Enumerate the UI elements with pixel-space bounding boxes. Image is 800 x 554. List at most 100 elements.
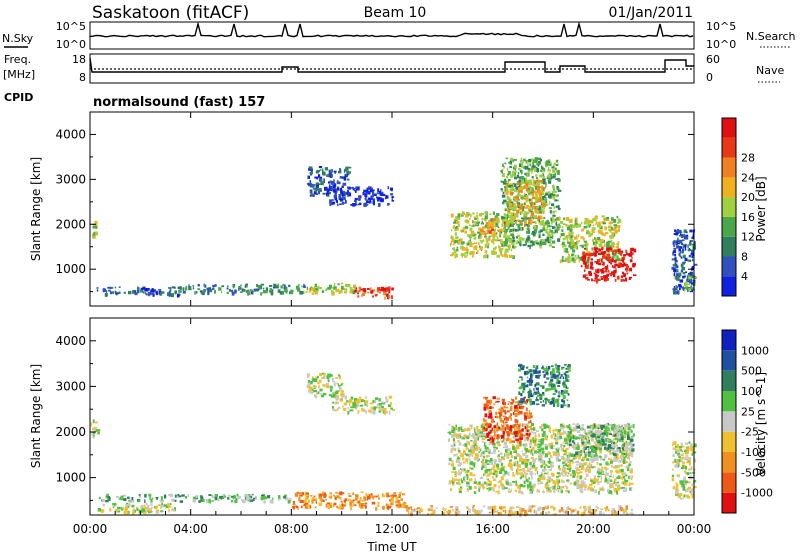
velocity-echo-cell	[499, 412, 501, 415]
power-echo-cell	[151, 288, 154, 293]
power-echo-cell	[536, 197, 538, 201]
velocity-echo-cell	[487, 506, 491, 510]
power-echo-cell	[357, 203, 360, 206]
power-echo-cell	[495, 218, 498, 220]
power-echo-cell	[334, 194, 337, 199]
velocity-echo-cell	[249, 497, 251, 500]
velocity-echo-cell	[556, 402, 560, 407]
velocity-echo-cell	[564, 467, 566, 469]
power-echo-cell	[610, 239, 613, 242]
power-echo-cell	[609, 228, 612, 233]
freq-trace	[89, 57, 694, 73]
velocity-echo-cell	[375, 495, 379, 498]
velocity-echo-cell	[529, 432, 532, 436]
power-echo-cell	[95, 232, 99, 236]
velocity-echo-cell	[593, 485, 596, 488]
power-echo-cell	[586, 232, 589, 235]
power-echo-cell	[455, 254, 457, 257]
velocity-echo-cell	[558, 474, 561, 478]
velocity-echo-cell	[527, 415, 531, 420]
velocity-echo-cell	[463, 476, 465, 480]
power-echo-cell	[554, 218, 557, 221]
velocity-echo-cell	[608, 430, 612, 434]
velocity-echo-cell	[583, 481, 586, 484]
velocity-echo-cell	[627, 452, 630, 455]
power-echo-cell	[315, 182, 319, 187]
power-echo-cell	[565, 250, 568, 253]
velocity-echo-cell	[477, 512, 481, 515]
velocity-echo-cell	[555, 441, 559, 445]
velocity-echo-cell	[526, 470, 530, 472]
velocity-echo-cell	[309, 386, 313, 390]
power-echo-cell	[684, 244, 687, 248]
velocity-echo-cell	[466, 461, 469, 465]
velocity-echo-cell	[474, 509, 476, 513]
velocity-echo-cell	[301, 492, 305, 496]
power-echo-cell	[587, 230, 591, 235]
power-echo-cell	[295, 285, 300, 290]
power-echo-cell	[492, 225, 497, 228]
date-title: 01/Jan/2011	[609, 5, 693, 21]
power-echo-cell	[387, 296, 390, 300]
velocity-echo-cell	[599, 442, 603, 445]
velocity-echo-cell	[496, 441, 500, 444]
velocity-echo-cell	[352, 499, 355, 502]
power-echo-cell	[282, 283, 285, 286]
power-echo-cell	[600, 268, 603, 272]
velocity-echo-cell	[477, 460, 479, 462]
power-echo-cell	[611, 246, 613, 250]
power-echo-cell	[674, 257, 677, 261]
power-colorbar-swatch	[722, 276, 736, 296]
power-echo-cell	[673, 244, 676, 247]
power-echo-cell	[506, 197, 510, 200]
velocity-echo-cell	[533, 442, 537, 446]
power-echo-cell	[504, 250, 507, 254]
velocity-echo-cell	[517, 403, 520, 406]
velocity-echo-cell	[363, 409, 366, 412]
power-echo-cell	[548, 207, 552, 209]
velocity-echo-cell	[527, 413, 529, 418]
velocity-echo-cell	[550, 464, 555, 468]
power-echo-cell	[510, 212, 513, 216]
velocity-echo-cell	[500, 467, 504, 471]
velocity-echo-cell	[525, 449, 529, 453]
velocity-echo-cell	[474, 456, 477, 461]
velocity-echo-cell	[236, 496, 241, 499]
power-echo-cell	[263, 290, 267, 294]
power-echo-cell	[595, 220, 597, 225]
power-echo-cell	[454, 251, 457, 254]
velocity-echo-cell	[349, 409, 354, 412]
velocity-echo-cell	[541, 474, 545, 478]
power-echo-cell	[574, 222, 578, 225]
velocity-echo-cell	[332, 378, 334, 382]
power-echo-cell	[674, 275, 678, 280]
power-echo-cell	[382, 287, 386, 292]
velocity-echo-cell	[485, 448, 488, 453]
power-echo-cell	[111, 291, 114, 294]
power-echo-cell	[492, 218, 496, 222]
power-echo-cell	[553, 194, 556, 196]
velocity-echo-cell	[593, 509, 596, 513]
power-echo-cell	[310, 182, 312, 185]
velocity-echo-cell	[548, 489, 550, 492]
power-echo-cell	[542, 200, 545, 204]
velocity-echo-cell	[483, 457, 485, 461]
velocity-echo-cell	[621, 481, 625, 485]
power-echo-cell	[372, 289, 376, 292]
velocity-echo-cell	[249, 498, 251, 503]
power-echo-cell	[512, 239, 516, 242]
power-echo-cell	[543, 187, 545, 192]
velocity-echo-cell	[605, 461, 607, 466]
power-echo-cell	[348, 192, 350, 195]
velocity-echo-cell	[591, 481, 595, 485]
velocity-echo-cell	[547, 480, 550, 484]
velocity-echo-cell	[332, 408, 335, 411]
power-echo-cell	[592, 231, 595, 233]
velocity-echo-cell	[326, 384, 329, 389]
velocity-echo-cell	[457, 447, 460, 451]
velocity-echo-cell	[540, 473, 543, 477]
power-echo-cell	[285, 290, 288, 294]
velocity-echo-cell	[623, 472, 626, 476]
power-echo-cell	[496, 213, 500, 217]
power-echo-cell	[538, 189, 542, 194]
